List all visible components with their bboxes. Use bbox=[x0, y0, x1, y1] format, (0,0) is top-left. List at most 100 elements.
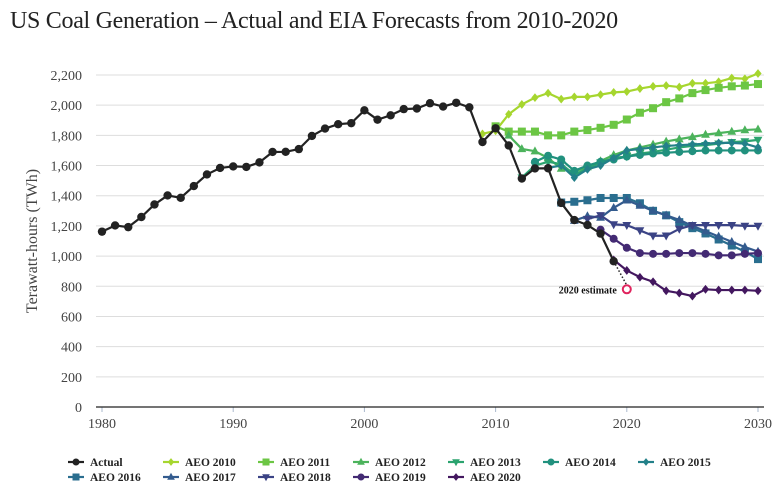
data-point bbox=[662, 286, 670, 296]
legend-label: AEO 2017 bbox=[185, 472, 236, 484]
data-point bbox=[622, 243, 631, 252]
data-point bbox=[583, 92, 592, 102]
data-point bbox=[517, 174, 527, 183]
data-point bbox=[688, 249, 697, 258]
estimate-connector bbox=[613, 260, 628, 286]
legend-marker bbox=[642, 458, 650, 466]
data-point bbox=[609, 257, 618, 266]
x-tick-label: 1990 bbox=[219, 417, 247, 432]
legend-label: AEO 2018 bbox=[280, 472, 331, 484]
data-point bbox=[649, 249, 658, 258]
data-point bbox=[754, 80, 762, 89]
data-point bbox=[255, 158, 264, 167]
series-aeo-2018 bbox=[583, 212, 763, 241]
legend-label: AEO 2019 bbox=[375, 472, 426, 484]
data-point bbox=[754, 255, 762, 264]
data-point bbox=[648, 232, 658, 241]
legend-label: AEO 2015 bbox=[660, 457, 711, 469]
data-point bbox=[661, 232, 671, 241]
data-point bbox=[189, 181, 199, 191]
data-point bbox=[754, 286, 762, 296]
data-point bbox=[701, 221, 710, 230]
data-point bbox=[675, 288, 683, 298]
data-point bbox=[662, 98, 671, 107]
legend-label: AEO 2012 bbox=[375, 457, 426, 469]
data-point bbox=[518, 100, 526, 109]
legend-marker bbox=[262, 458, 270, 466]
legend-marker bbox=[72, 473, 80, 481]
data-point bbox=[635, 200, 645, 209]
data-point bbox=[622, 152, 631, 161]
data-point bbox=[675, 82, 683, 92]
data-point bbox=[530, 164, 540, 173]
legend-label: AEO 2010 bbox=[185, 457, 236, 469]
legend-label: Actual bbox=[90, 457, 123, 469]
series-aeo-2019 bbox=[596, 225, 762, 260]
data-point bbox=[649, 143, 657, 152]
data-point bbox=[714, 83, 723, 92]
data-point bbox=[649, 277, 657, 287]
data-point bbox=[596, 193, 605, 202]
legend-label: AEO 2020 bbox=[470, 472, 521, 484]
data-point bbox=[570, 166, 579, 175]
data-point bbox=[517, 127, 526, 136]
data-point bbox=[727, 236, 737, 245]
data-point bbox=[425, 99, 435, 108]
data-point bbox=[727, 82, 736, 91]
data-point bbox=[741, 74, 749, 84]
y-tick-label: 600 bbox=[61, 310, 82, 325]
data-point bbox=[753, 124, 763, 133]
data-point bbox=[622, 221, 632, 230]
y-tick-label: 1,000 bbox=[51, 250, 83, 265]
data-point bbox=[623, 146, 631, 155]
y-tick-label: 0 bbox=[75, 401, 82, 416]
data-point bbox=[674, 225, 684, 234]
data-point bbox=[557, 94, 565, 104]
data-point bbox=[649, 104, 658, 113]
data-point bbox=[609, 203, 619, 211]
data-point bbox=[688, 132, 697, 141]
data-point bbox=[570, 173, 578, 183]
data-point bbox=[701, 86, 710, 95]
data-point bbox=[662, 141, 670, 151]
data-point bbox=[333, 119, 343, 129]
data-point bbox=[688, 291, 696, 301]
data-point bbox=[662, 249, 671, 258]
data-point bbox=[543, 164, 553, 173]
data-point bbox=[570, 127, 579, 136]
estimate-marker bbox=[621, 284, 632, 295]
legend-label: AEO 2014 bbox=[565, 457, 616, 469]
data-point bbox=[530, 157, 539, 166]
y-tick-label: 1,600 bbox=[51, 160, 83, 175]
series-line bbox=[482, 72, 759, 135]
data-point bbox=[740, 242, 750, 251]
data-point bbox=[622, 115, 631, 124]
data-point bbox=[740, 81, 749, 90]
y-tick-label: 1,200 bbox=[51, 220, 83, 235]
x-tick-label: 2010 bbox=[482, 417, 510, 432]
data-point bbox=[531, 93, 539, 103]
legend-label: AEO 2011 bbox=[280, 457, 330, 469]
data-point bbox=[623, 266, 631, 275]
data-point bbox=[583, 164, 592, 174]
data-point bbox=[517, 144, 527, 153]
data-point bbox=[97, 227, 107, 236]
data-point bbox=[741, 285, 749, 295]
data-point bbox=[438, 102, 448, 111]
data-point bbox=[544, 131, 553, 140]
data-point bbox=[688, 140, 696, 149]
legend-item: AEO 2018 bbox=[258, 472, 331, 484]
data-point bbox=[675, 140, 683, 150]
data-point bbox=[688, 78, 696, 88]
data-point bbox=[215, 163, 225, 173]
data-point bbox=[740, 125, 750, 134]
data-point bbox=[675, 147, 684, 156]
data-point bbox=[557, 161, 565, 170]
data-point bbox=[688, 147, 697, 156]
data-point bbox=[740, 222, 750, 231]
y-tick-label: 1,800 bbox=[51, 129, 83, 144]
data-point bbox=[543, 158, 553, 167]
data-point bbox=[675, 249, 684, 258]
data-point bbox=[636, 272, 644, 282]
